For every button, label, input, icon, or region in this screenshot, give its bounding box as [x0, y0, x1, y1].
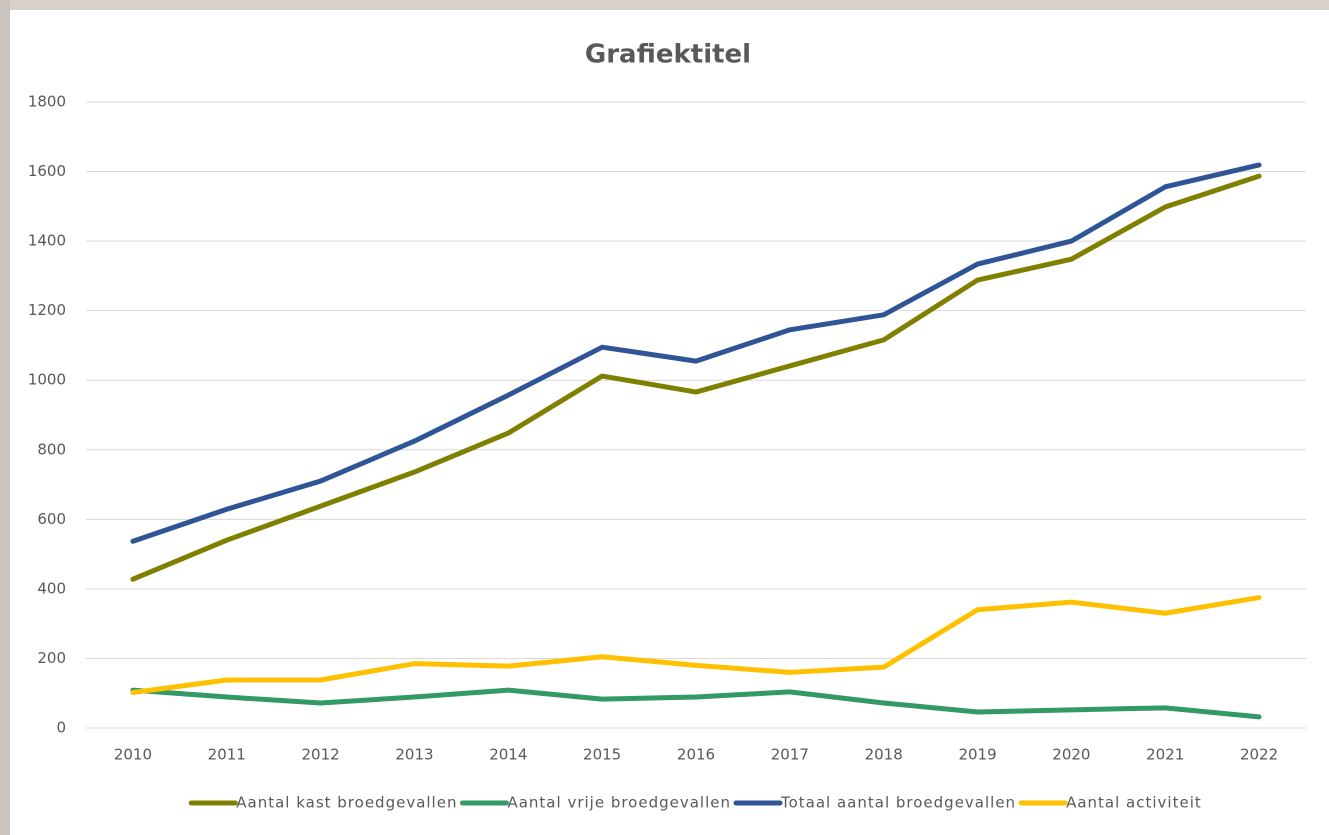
- x-tick-label: 2010: [114, 746, 152, 764]
- y-tick-label: 600: [37, 510, 66, 528]
- x-tick-label: 2021: [1146, 746, 1184, 764]
- y-tick-label: 0: [56, 719, 66, 737]
- legend-label: Totaal aantal broedgevallen: [780, 794, 1016, 812]
- y-tick-label: 1200: [28, 301, 66, 319]
- x-tick-label: 2019: [958, 746, 996, 764]
- chart-title: Grafiektitel: [585, 40, 751, 70]
- x-tick-label: 2012: [302, 746, 340, 764]
- background-edge: [10, 0, 1329, 10]
- y-tick-label: 1000: [28, 371, 66, 389]
- x-tick-label: 2014: [489, 746, 527, 764]
- x-tick-label: 2016: [677, 746, 715, 764]
- x-tick-label: 2011: [208, 746, 246, 764]
- y-tick-label: 800: [37, 440, 66, 458]
- x-tick-label: 2013: [395, 746, 433, 764]
- x-tick-label: 2020: [1052, 746, 1090, 764]
- legend-label: Aantal vrije broedgevallen: [507, 794, 731, 812]
- y-tick-label: 1800: [28, 93, 66, 111]
- x-tick-label: 2015: [583, 746, 621, 764]
- y-tick-label: 1600: [28, 162, 66, 180]
- background-edge: [0, 0, 10, 835]
- y-tick-label: 400: [37, 579, 66, 597]
- series-line: [130, 687, 1262, 720]
- series-line: [130, 595, 1262, 696]
- series-line: [130, 162, 1262, 544]
- x-tick-label: 2018: [865, 746, 903, 764]
- legend-label: Aantal activiteit: [1066, 794, 1202, 812]
- x-tick-label: 2022: [1240, 746, 1278, 764]
- x-tick-label: 2017: [771, 746, 809, 764]
- legend-label: Aantal kast broedgevallen: [236, 794, 457, 812]
- y-tick-label: 1400: [28, 232, 66, 250]
- y-tick-label: 200: [37, 649, 66, 667]
- series-line: [130, 173, 1262, 582]
